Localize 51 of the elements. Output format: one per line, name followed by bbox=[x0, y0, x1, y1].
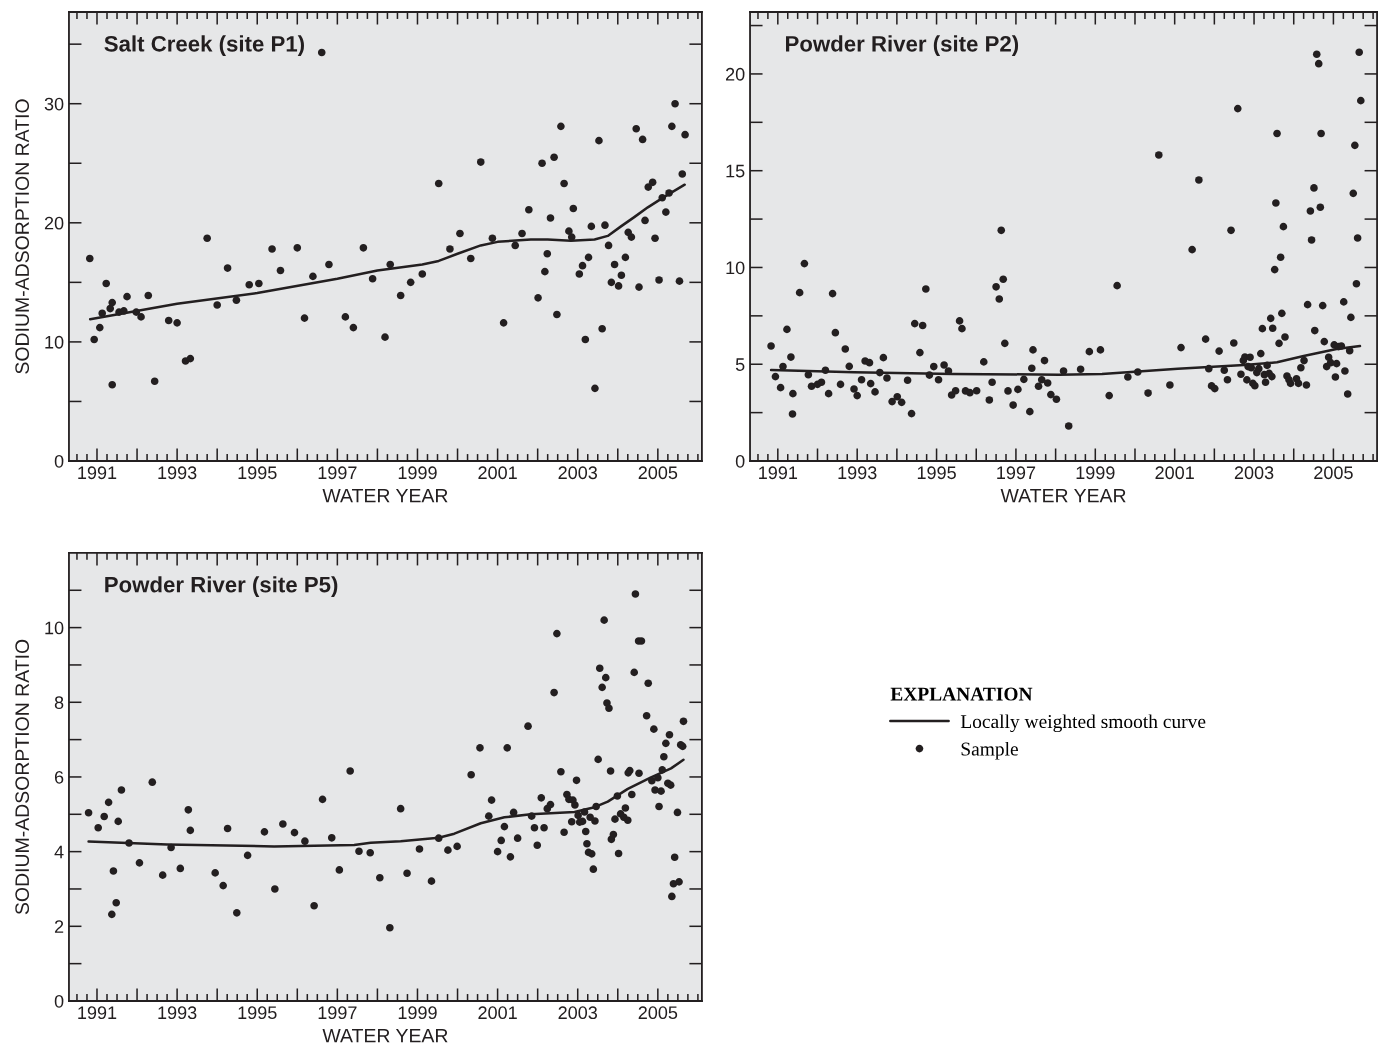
x-tick-label: 1995 bbox=[238, 1006, 277, 1020]
y-tick-label: 20 bbox=[44, 216, 64, 230]
y-tick-label: 4 bbox=[54, 845, 64, 859]
x-tick-label: 2005 bbox=[638, 1006, 678, 1020]
legend-label: Sample bbox=[961, 741, 1018, 760]
text: Powder River (site P2) bbox=[786, 35, 1019, 57]
x-tick-label: 1999 bbox=[1076, 466, 1115, 480]
y-tick-label: 10 bbox=[45, 621, 64, 635]
x-tick-label: 1991 bbox=[78, 466, 117, 480]
line-series bbox=[88, 183, 686, 321]
x-tick-label: 2001 bbox=[1155, 466, 1194, 480]
text: Salt Creek (site P1) bbox=[104, 35, 304, 57]
x-tick-label: 2005 bbox=[1314, 466, 1353, 480]
x-tick-label: 2003 bbox=[558, 466, 598, 480]
x-tick-label: 1993 bbox=[158, 466, 197, 480]
x-tick-label: 1991 bbox=[78, 1006, 117, 1020]
x-tick-label: 1997 bbox=[318, 466, 357, 480]
y-tick-label: 5 bbox=[735, 358, 745, 371]
x-axis-title: WATER YEAR bbox=[1000, 488, 1126, 503]
x-tick-label: 2001 bbox=[478, 466, 517, 480]
legend-title: EXPLANATION bbox=[890, 687, 1033, 701]
x-tick-label: 1999 bbox=[398, 466, 437, 480]
x-tick-label: 1997 bbox=[997, 466, 1036, 480]
legend-label: Locally weighted smooth curve bbox=[960, 714, 1206, 733]
y-tick-label: 0 bbox=[54, 994, 64, 1008]
y-tick-label: 20 bbox=[726, 67, 745, 81]
y-tick-label: 0 bbox=[54, 454, 64, 468]
y-tick-label: 8 bbox=[54, 696, 64, 709]
x-axis-title: WATER YEAR bbox=[322, 488, 448, 503]
x-tick-label: 2003 bbox=[558, 1006, 598, 1020]
y-tick-label: 15 bbox=[726, 164, 745, 178]
y-axis-title: SODIUM-ADSORPTION RATIO bbox=[15, 639, 30, 915]
text: Powder River (site P5) bbox=[105, 576, 338, 597]
y-tick-label: 2 bbox=[54, 920, 64, 933]
x-tick-label: 1991 bbox=[759, 466, 798, 480]
y-tick-label: 10 bbox=[726, 261, 745, 275]
x-axis-title: WATER YEAR bbox=[322, 1028, 448, 1043]
x-tick-label: 1997 bbox=[318, 1006, 357, 1020]
x-tick-label: 1993 bbox=[158, 1006, 197, 1020]
y-tick-label: 6 bbox=[54, 770, 64, 784]
x-tick-label: 2005 bbox=[638, 466, 678, 480]
x-tick-label: 1999 bbox=[398, 1006, 437, 1020]
x-tick-label: 2003 bbox=[1234, 466, 1274, 480]
y-tick-label: 10 bbox=[45, 335, 64, 349]
y-axis-title: SODIUM-ADSORPTION RATIO bbox=[15, 99, 30, 374]
y-tick-label: 30 bbox=[44, 97, 64, 111]
x-tick-label: 1995 bbox=[238, 466, 277, 480]
y-tick-label: 0 bbox=[735, 454, 745, 468]
x-tick-label: 1993 bbox=[838, 466, 877, 480]
x-tick-label: 2001 bbox=[478, 1006, 517, 1020]
x-tick-label: 1995 bbox=[917, 466, 956, 480]
